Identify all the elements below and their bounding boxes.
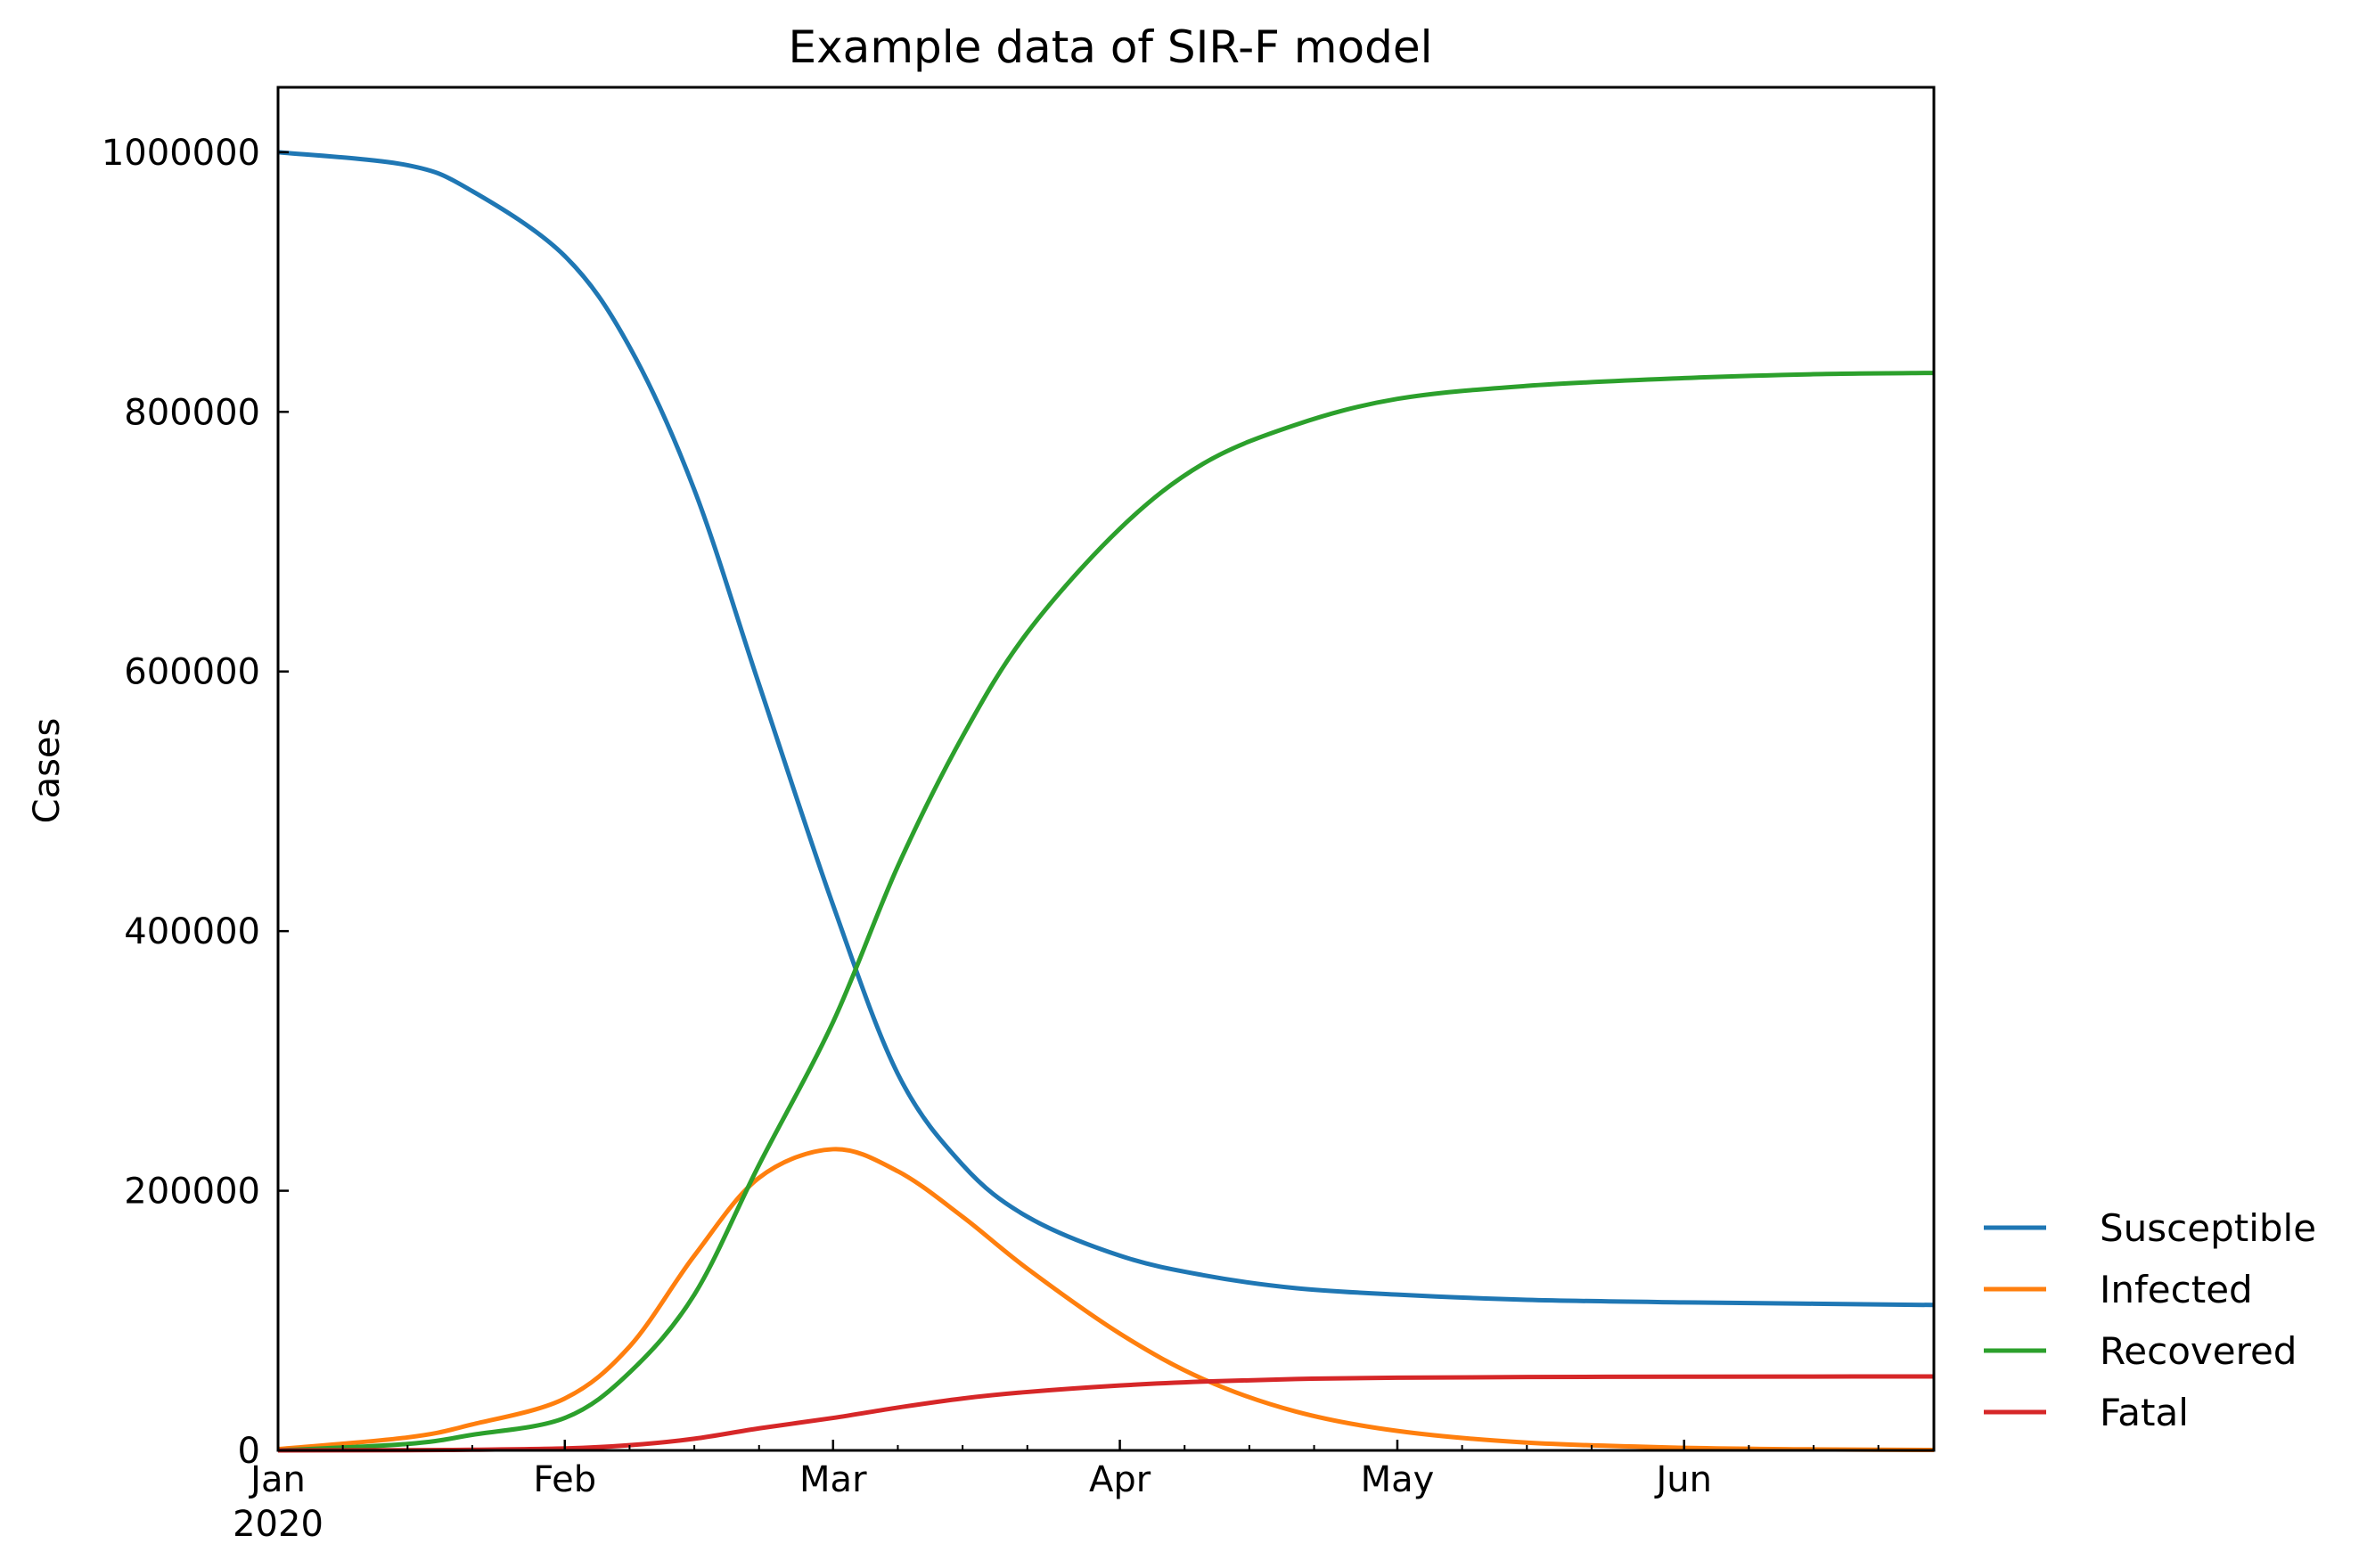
data-point-infected-4	[629, 1346, 630, 1347]
data-point-infected-1	[407, 1437, 408, 1438]
data-point-susceptible-12	[1202, 1275, 1203, 1276]
data-point-recovered-1	[407, 1443, 408, 1444]
x-tick-label-0: Jan	[248, 1459, 306, 1500]
data-point-fatal-11	[1119, 1385, 1120, 1386]
legend-item-susceptible: Susceptible	[1984, 1206, 2316, 1250]
data-point-susceptible-14	[1396, 1294, 1397, 1295]
y-tick-label-2: 400000	[124, 911, 260, 952]
data-point-susceptible-1	[407, 165, 408, 166]
data-point-susceptible-5	[694, 489, 695, 490]
data-point-recovered-16	[1683, 378, 1684, 379]
y-tick-label-4: 800000	[124, 392, 260, 433]
chart-title: Example data of SIR-F model	[789, 21, 1433, 73]
data-point-fatal-7	[832, 1417, 833, 1418]
data-point-fatal-5	[694, 1438, 695, 1439]
x-tick-label-4: May	[1361, 1459, 1435, 1500]
data-point-recovered-8	[897, 866, 898, 867]
data-point-infected-10	[1027, 1269, 1028, 1270]
data-point-infected-6	[758, 1178, 759, 1179]
data-point-fatal-6	[758, 1428, 759, 1429]
data-point-infected-14	[1396, 1431, 1397, 1432]
data-point-susceptible-6	[758, 684, 759, 685]
legend: Susceptible Infected Recovered Fatal	[1984, 1206, 2316, 1434]
x-tick-sublabel-0: 2020	[233, 1504, 324, 1545]
legend-label-susceptible: Susceptible	[2100, 1206, 2316, 1250]
data-point-fatal-9	[962, 1398, 963, 1399]
data-point-recovered-4	[629, 1372, 630, 1373]
data-point-recovered-3	[564, 1417, 565, 1418]
data-point-recovered-5	[694, 1294, 695, 1295]
data-point-infected-5	[694, 1255, 695, 1256]
y-tick-label-0: 0	[238, 1431, 260, 1472]
data-point-infected-8	[897, 1171, 898, 1172]
x-tick-label-2: Mar	[799, 1459, 867, 1500]
data-point-fatal-16	[1683, 1376, 1684, 1377]
data-point-susceptible-16	[1683, 1302, 1684, 1303]
data-point-fatal-13	[1295, 1378, 1296, 1379]
x-tick-label-3: Apr	[1089, 1459, 1151, 1500]
x-tick-label-1: Feb	[533, 1459, 596, 1500]
x-tick-label-5: Jun	[1653, 1459, 1712, 1500]
data-point-infected-13	[1295, 1411, 1296, 1412]
data-point-susceptible-2	[471, 191, 472, 192]
series-recovered	[277, 371, 1935, 1453]
legend-item-recovered: Recovered	[1984, 1329, 2297, 1373]
data-point-fatal-8	[897, 1407, 898, 1408]
data-point-fatal-14	[1396, 1377, 1397, 1378]
data-point-susceptible-3	[564, 256, 565, 257]
data-point-recovered-11	[1119, 528, 1120, 529]
data-point-recovered-2	[471, 1434, 472, 1435]
legend-label-recovered: Recovered	[2100, 1329, 2297, 1373]
series-susceptible	[277, 150, 1935, 1308]
data-point-susceptible-11	[1119, 1255, 1120, 1256]
data-point-susceptible-9	[962, 1164, 963, 1165]
data-point-recovered-6	[758, 1164, 759, 1165]
data-point-infected-11	[1119, 1333, 1120, 1334]
data-point-fatal-12	[1202, 1381, 1203, 1382]
data-point-recovered-14	[1396, 398, 1397, 399]
data-point-infected-12	[1202, 1378, 1203, 1379]
y-tick-label-1: 200000	[124, 1172, 260, 1213]
series-lines	[277, 150, 1935, 1453]
series-line-recovered	[277, 371, 1935, 1453]
plot-frame	[276, 86, 1936, 1452]
y-axis-label: Cases	[27, 718, 68, 824]
data-point-infected-3	[564, 1398, 565, 1399]
data-point-recovered-7	[832, 1022, 833, 1023]
series-line-susceptible	[277, 150, 1935, 1308]
legend-item-infected: Infected	[1984, 1268, 2253, 1311]
legend-item-fatal: Fatal	[1984, 1391, 2189, 1434]
data-point-susceptible-7	[832, 905, 833, 906]
data-point-susceptible-13	[1295, 1287, 1296, 1288]
data-point-infected-9	[962, 1216, 963, 1217]
data-point-infected-2	[471, 1424, 472, 1425]
y-tick-label-3: 600000	[124, 652, 260, 693]
data-point-recovered-13	[1295, 424, 1296, 425]
legend-label-infected: Infected	[2100, 1268, 2253, 1311]
series-line-infected	[277, 1147, 1935, 1453]
data-point-infected-7	[832, 1148, 833, 1149]
legend-label-fatal: Fatal	[2100, 1391, 2189, 1434]
y-tick-label-5: 1000000	[102, 133, 260, 174]
series-infected	[277, 1147, 1935, 1453]
data-point-susceptible-10	[1027, 1216, 1028, 1217]
data-point-recovered-12	[1202, 463, 1203, 464]
data-point-recovered-9	[962, 736, 963, 737]
